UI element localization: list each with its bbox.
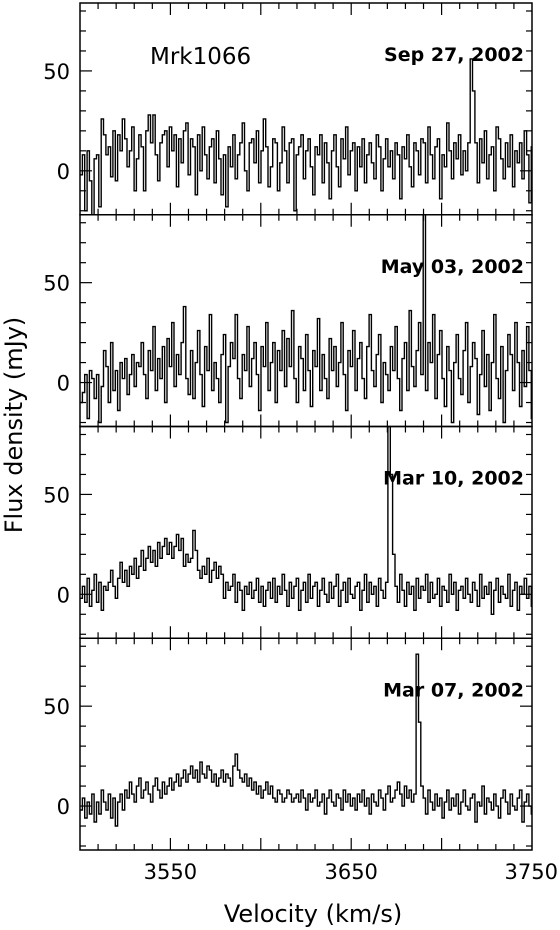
- y-tick-label: 0: [57, 372, 70, 396]
- panel-frame: [79, 2, 533, 216]
- source-name: Mrk1066: [150, 44, 251, 70]
- panel-frame: [79, 425, 533, 639]
- y-tick-label: 0: [57, 795, 70, 819]
- y-tick-label: 50: [43, 60, 70, 84]
- panel-date-label: Mar 10, 2002: [383, 468, 524, 490]
- panel-date-label: May 03, 2002: [381, 256, 524, 278]
- y-tick-label: 50: [43, 272, 70, 296]
- x-tick-label: 3650: [324, 860, 377, 884]
- y-tick-label: 0: [57, 160, 70, 184]
- panel-date-label: Mar 07, 2002: [383, 679, 524, 701]
- panel-4: 0 50 Mar 07, 2002: [43, 637, 533, 851]
- spectrum-line-3: [80, 426, 532, 615]
- x-tick-label: 3550: [144, 860, 197, 884]
- spectrum-line-2: [80, 214, 532, 424]
- panel-3: 0 50 Mar 10, 2002: [43, 425, 533, 639]
- spectrum-line-1: [80, 58, 532, 215]
- x-tick-label: 3750: [505, 860, 558, 884]
- x-axis-title: Velocity (km/s): [224, 900, 402, 928]
- panel-1: 0 50 Sep 27, 2002: [43, 2, 533, 216]
- chart-panels: 0 50 Sep 27, 2002 0 50 May 03, 2002 0 50 Mar 10,…: [43, 2, 558, 884]
- panel-frame: [79, 637, 533, 851]
- y-tick-label: 50: [43, 483, 70, 507]
- y-tick-label: 0: [57, 583, 70, 607]
- spectrum-line-4: [80, 653, 532, 827]
- panel-2: 0 50 May 03, 2002: [43, 214, 533, 428]
- y-axis-title: Flux density (mJy): [0, 317, 28, 534]
- panel-date-label: Sep 27, 2002: [384, 44, 524, 66]
- y-tick-label: 50: [43, 695, 70, 719]
